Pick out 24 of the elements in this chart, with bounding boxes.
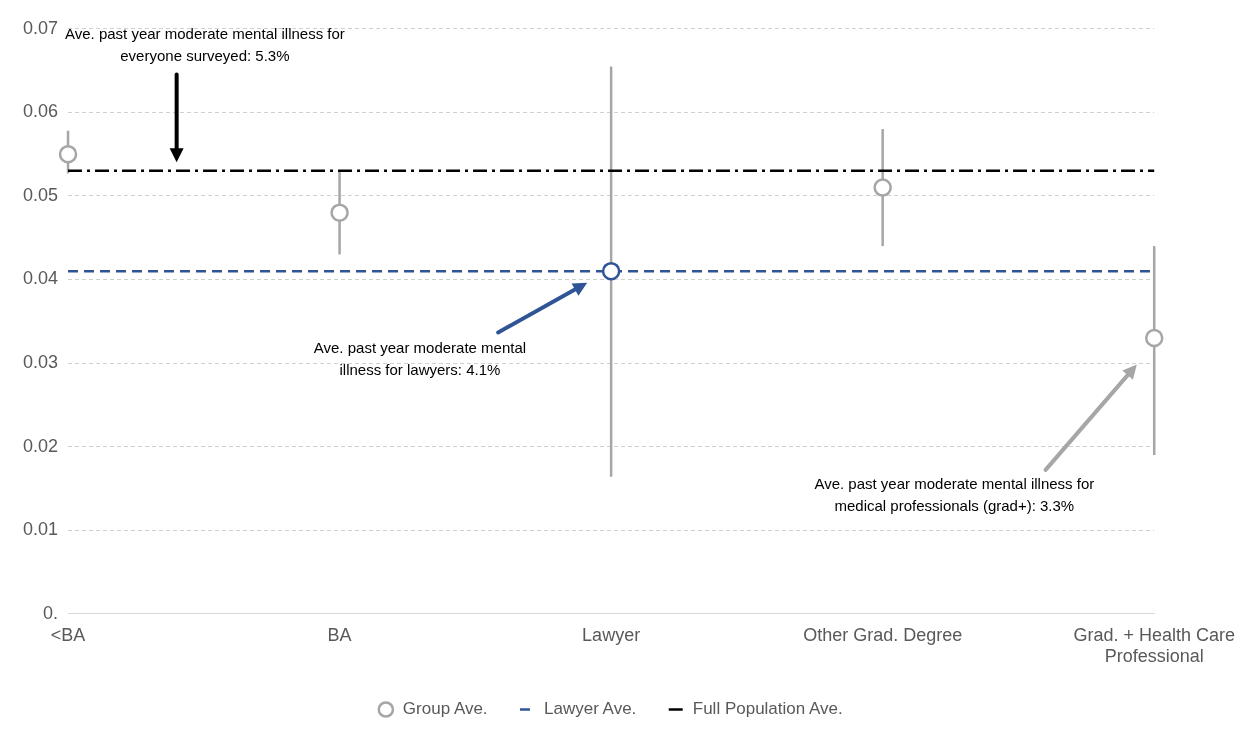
x-tick-label: <BA: [50, 624, 86, 645]
y-tick-label: 0.04: [22, 268, 59, 289]
y-tick-label: 0.06: [22, 101, 59, 122]
point: [873, 178, 892, 197]
point: [601, 261, 621, 281]
legend-label: Group Ave.: [402, 699, 488, 719]
y-tick-label: 0.03: [22, 352, 59, 373]
annotation: Ave. past year moderate mental illness for lawyers: 4.1%: [313, 339, 527, 379]
annotation: Ave. past year moderate mental illness for everyone surveyed: 5.3%: [64, 24, 345, 64]
x-tick-label: Lawyer: [582, 624, 641, 645]
point: [58, 144, 78, 164]
legend-label: Lawyer Ave.: [544, 699, 637, 719]
legend-label: Full Population Ave.: [692, 699, 843, 719]
y-tick-label: 0.02: [22, 435, 59, 456]
y-tick-label: 0.: [43, 602, 59, 623]
y-tick-label: 0.01: [22, 519, 59, 540]
x-tick-label: BA: [327, 624, 352, 645]
y-tick-label: 0.05: [22, 184, 59, 205]
x-tick-label: Other Grad. Degree: [803, 624, 963, 645]
point: [330, 203, 349, 222]
x-tick-label: Grad. + Health Care Professional: [1073, 624, 1235, 667]
point: [1144, 328, 1164, 348]
y-tick-label: 0.07: [22, 17, 59, 38]
annotation: Ave. past year moderate mental illness for medical professionals (grad+): 3.3%: [814, 475, 1095, 515]
